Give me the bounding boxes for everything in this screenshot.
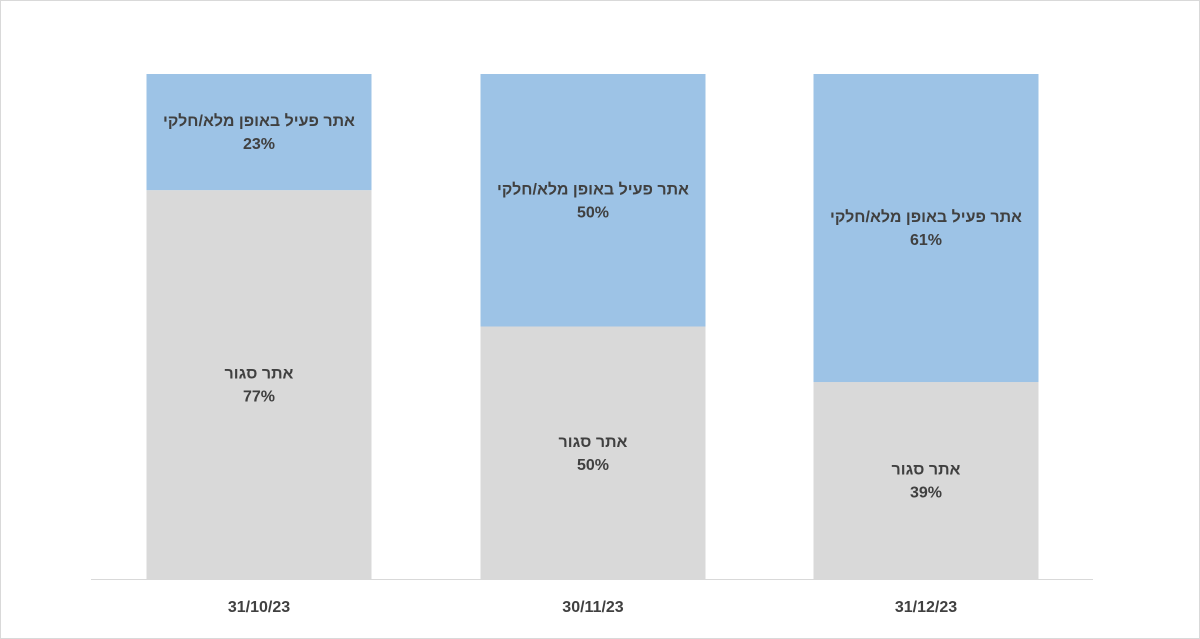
bar-segment-1-3 xyxy=(813,382,1039,579)
bar-segment-2-2 xyxy=(480,74,706,327)
data-label-value: 77% xyxy=(243,389,275,406)
bar-segment-1-1 xyxy=(146,190,372,579)
bars-layer xyxy=(146,74,1039,579)
data-label-value: 61% xyxy=(910,232,942,249)
data-label-1-3: אתר סגור 39% xyxy=(892,462,961,502)
data-label-2-2: אתר פעיל באופן מלא/חלקי 50% xyxy=(497,180,689,221)
bar-segment-1-2 xyxy=(480,326,706,579)
x-tick-label-2: 30/11/23 xyxy=(562,599,624,616)
data-label-2-3: אתר פעיל באופן מלא/חלקי 61% xyxy=(830,208,1022,249)
data-label-1-1: אתר סגור 77% xyxy=(225,366,294,406)
x-tick-label-1: 31/10/23 xyxy=(228,599,290,616)
data-label-series-name: אתר סגור xyxy=(892,462,961,479)
data-label-value: 23% xyxy=(243,136,275,153)
data-label-value: 50% xyxy=(577,204,609,221)
data-label-series-name: אתר פעיל באופן מלא/חלקי xyxy=(497,180,689,198)
data-label-value: 50% xyxy=(577,457,609,474)
bar-segment-2-3 xyxy=(813,74,1039,383)
data-label-2-1: אתר פעיל באופן מלא/חלקי 23% xyxy=(163,112,355,153)
data-label-1-2: אתר סגור 50% xyxy=(559,434,628,474)
data-label-value: 39% xyxy=(910,485,942,502)
data-label-series-name: אתר סגור xyxy=(559,434,628,451)
bar-segment-2-1 xyxy=(146,74,372,191)
x-tick-labels: 31/10/23 30/11/23 31/12/23 xyxy=(228,599,957,616)
data-label-series-name: אתר סגור xyxy=(225,366,294,383)
labels-layer: אתר סגור 77%אתר פעיל באופן מלא/חלקי 23%אתר… xyxy=(163,112,1022,501)
x-tick-label-3: 31/12/23 xyxy=(895,599,957,616)
data-label-series-name: אתר פעיל באופן מלא/חלקי xyxy=(163,112,355,130)
data-label-series-name: אתר פעיל באופן מלא/חלקי xyxy=(830,208,1022,226)
